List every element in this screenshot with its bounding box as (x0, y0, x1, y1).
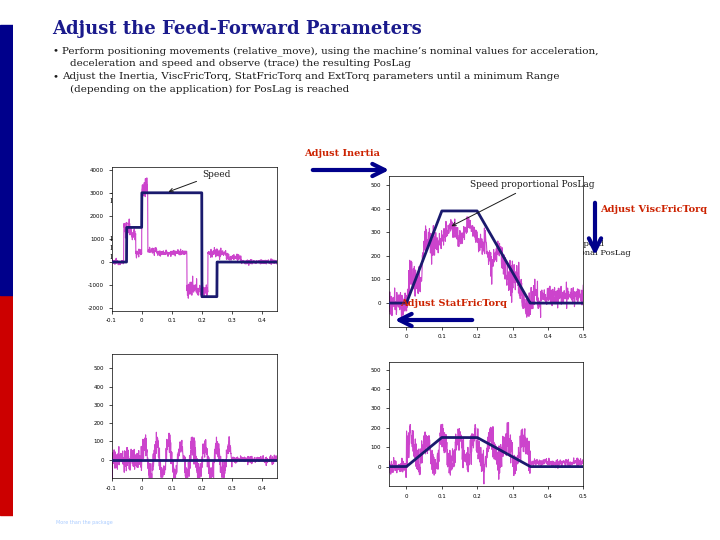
Text: Adjust Inertia: Adjust Inertia (304, 149, 380, 158)
Text: Adjust the Feed-Forward Parameters: Adjust the Feed-Forward Parameters (52, 20, 422, 38)
Text: Speed proportional PosLag: Speed proportional PosLag (452, 180, 595, 226)
Text: Adjust the Inertia, ViscFricTorq, StatFricTorq and ExtTorq parameters until a mi: Adjust the Inertia, ViscFricTorq, StatFr… (62, 72, 559, 81)
Text: Perform positioning movements (relative_move), using the machine’s nominal value: Perform positioning movements (relative_… (62, 46, 598, 56)
Bar (0, 294, 13, 516)
Text: (depending on the application) for PosLag is reached: (depending on the application) for PosLa… (70, 85, 349, 94)
Bar (0, 24, 13, 294)
Text: •: • (52, 46, 58, 55)
Text: Acceleration proportional
PosLag: Acceleration proportional PosLag (110, 188, 218, 205)
Text: Properly adjusted
Feed-Forward
Parameters: Properly adjusted Feed-Forward Parameter… (110, 235, 185, 261)
Text: deceleration and speed and observe (trace) the resulting PosLag: deceleration and speed and observe (trac… (70, 59, 411, 68)
Text: •: • (52, 72, 58, 81)
Text: Sign of Speed
proportional PosLag: Sign of Speed proportional PosLag (545, 240, 631, 257)
Polygon shape (27, 503, 52, 521)
Text: Adjust StatFricTorq: Adjust StatFricTorq (400, 299, 507, 308)
Text: Speed: Speed (169, 170, 230, 192)
Text: More than the package: More than the package (55, 520, 112, 525)
Text: Adjust ViscFricTorq: Adjust ViscFricTorq (600, 205, 707, 214)
Text: Tetra Pak: Tetra Pak (55, 504, 104, 513)
